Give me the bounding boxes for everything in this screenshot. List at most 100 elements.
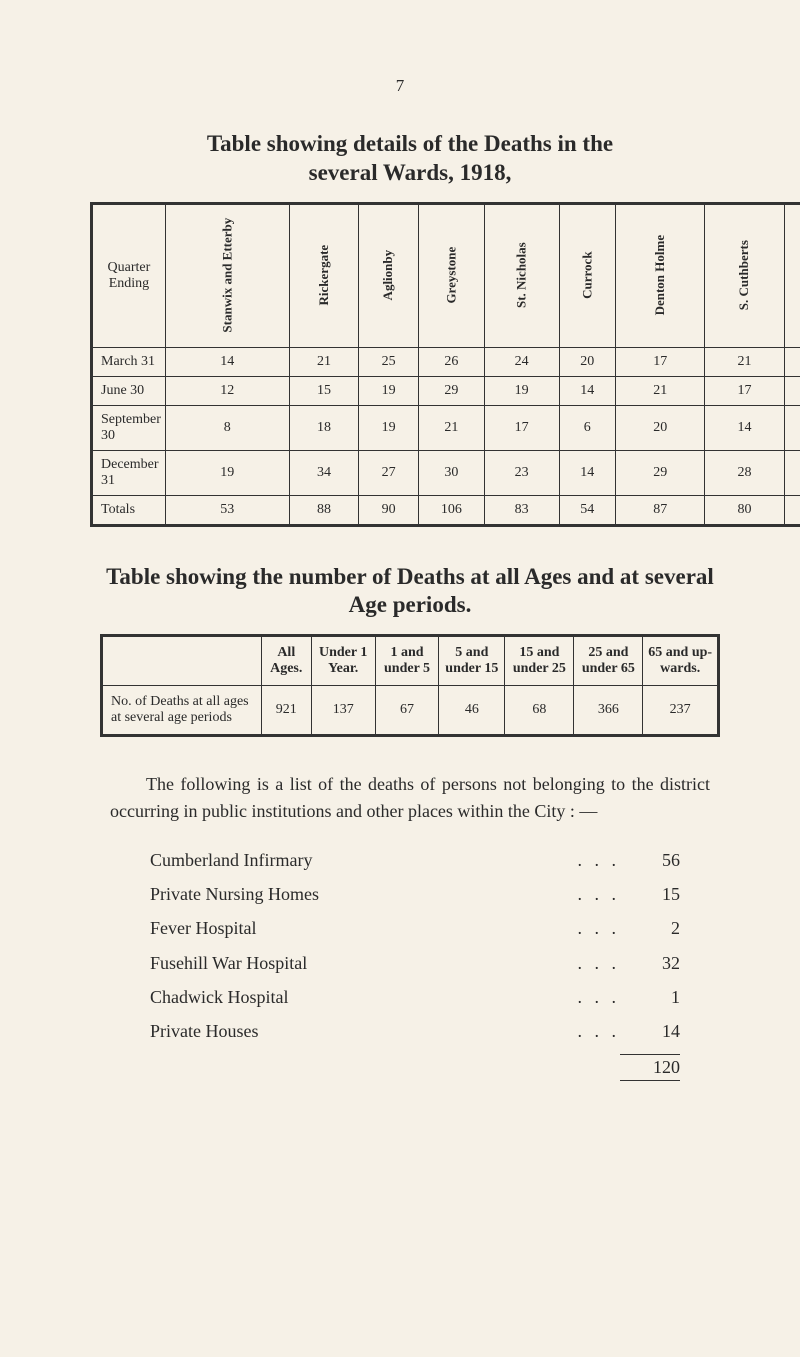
list-item: Fever Hospital . . . 2 xyxy=(150,911,680,945)
cell: 237 xyxy=(643,686,719,736)
page-number: 7 xyxy=(396,76,405,96)
list-item: Chadwick Hospital . . . 1 xyxy=(150,980,680,1014)
list-item: Private Nursing Homes . . . 15 xyxy=(150,877,680,911)
row-label: June 30 xyxy=(92,376,166,405)
cell: 34 xyxy=(289,450,359,495)
table2-heading: Table showing the number of Deaths at al… xyxy=(90,563,730,621)
col-currock: Currock xyxy=(559,203,615,347)
col-greystone: Greystone xyxy=(418,203,484,347)
cell: 19 xyxy=(359,376,419,405)
cell: 33 xyxy=(784,347,800,376)
cell: 14 xyxy=(705,405,784,450)
heading2-line1: Table showing the number of Deaths at al… xyxy=(106,564,519,589)
cell: 14 xyxy=(559,376,615,405)
cell: 18 xyxy=(289,405,359,450)
cell: 921 xyxy=(262,686,312,736)
dots: . . . xyxy=(568,877,631,911)
col-cuthberts: S. Cuthberts xyxy=(705,203,784,347)
totals-row: Totals 53 88 90 106 83 54 87 80 84 196 9… xyxy=(92,495,800,525)
col-all-ages: All Ages. xyxy=(262,636,312,686)
list-value: 1 xyxy=(630,980,680,1014)
list-item: Cumberland Infirmary . . . 56 xyxy=(150,843,680,877)
col-65-up: 65 and up-wards. xyxy=(643,636,719,686)
cell: 88 xyxy=(289,495,359,525)
col-25-65: 25 and under 65 xyxy=(574,636,643,686)
cell: 21 xyxy=(289,347,359,376)
list-value: 15 xyxy=(630,877,680,911)
dots: . . . xyxy=(568,911,631,945)
cell: 27 xyxy=(359,450,419,495)
list-label: Fusehill War Hospital xyxy=(150,946,568,980)
col-under-1: Under 1 Year. xyxy=(311,636,375,686)
list-value: 14 xyxy=(630,1014,680,1048)
list-label: Fever Hospital xyxy=(150,911,568,945)
col-st-nicholas: St. Nicholas xyxy=(484,203,559,347)
cell: 80 xyxy=(705,495,784,525)
list-value: 56 xyxy=(630,843,680,877)
total-rule-bottom xyxy=(620,1080,680,1081)
cell: 20 xyxy=(559,347,615,376)
cell: 14 xyxy=(165,347,289,376)
cell: 67 xyxy=(375,686,438,736)
cell: 68 xyxy=(505,686,574,736)
table1-heading: Table showing details of the Deaths in t… xyxy=(90,130,730,188)
cell: 90 xyxy=(359,495,419,525)
dots: . . . xyxy=(568,843,631,877)
table-row: September 30 8 18 19 21 17 6 20 14 14 41… xyxy=(92,405,800,450)
totals-label: Totals xyxy=(92,495,166,525)
cell: 53 xyxy=(165,495,289,525)
total-rule-top xyxy=(620,1054,680,1055)
heading-line2: several Wards, 1918, xyxy=(90,159,730,188)
col-stanwix: Stanwix and Etterby xyxy=(165,203,289,347)
cell: 17 xyxy=(484,405,559,450)
table-row: March 31 14 21 25 26 24 20 17 21 33 48 2… xyxy=(92,347,800,376)
dots: . . . xyxy=(568,980,631,1014)
page: 7 Table showing details of the Deaths in… xyxy=(0,0,800,1357)
cell: 21 xyxy=(615,376,705,405)
cell: 29 xyxy=(615,450,705,495)
table-row: December 31 19 34 27 30 23 14 29 28 26 6… xyxy=(92,450,800,495)
cell: 28 xyxy=(705,450,784,495)
row-label: March 31 xyxy=(92,347,166,376)
cell: 26 xyxy=(784,450,800,495)
cell: 46 xyxy=(439,686,505,736)
table-row: June 30 12 15 19 29 19 14 21 17 11 40 19… xyxy=(92,376,800,405)
col-1-5: 1 and under 5 xyxy=(375,636,438,686)
cell: 84 xyxy=(784,495,800,525)
col-5-15: 5 and under 15 xyxy=(439,636,505,686)
cell: 19 xyxy=(165,450,289,495)
col-caldewgate: Caldewgate xyxy=(784,203,800,347)
dots: . . . xyxy=(568,946,631,980)
col-15-25: 15 and under 25 xyxy=(505,636,574,686)
cell: 29 xyxy=(418,376,484,405)
cell: 11 xyxy=(784,376,800,405)
list-value: 32 xyxy=(630,946,680,980)
row-label: No. of Deaths at all ages at several age… xyxy=(102,686,262,736)
deaths-by-age-table: All Ages. Under 1 Year. 1 and under 5 5 … xyxy=(100,634,720,737)
cell: 17 xyxy=(615,347,705,376)
cell: 26 xyxy=(418,347,484,376)
cell: 30 xyxy=(418,450,484,495)
cell: 17 xyxy=(705,376,784,405)
cell: 83 xyxy=(484,495,559,525)
cell: 24 xyxy=(484,347,559,376)
cell: 87 xyxy=(615,495,705,525)
quarter-heading: Quarter Ending xyxy=(92,203,166,347)
intro-paragraph: The following is a list of the deaths of… xyxy=(110,771,710,825)
cell: 106 xyxy=(418,495,484,525)
heading-line1: Table showing details of the Deaths in t… xyxy=(207,131,613,156)
cell: 23 xyxy=(484,450,559,495)
cell: 14 xyxy=(784,405,800,450)
cell: 20 xyxy=(615,405,705,450)
row-label: September 30 xyxy=(92,405,166,450)
cell: 19 xyxy=(484,376,559,405)
list-total: 120 xyxy=(90,1055,680,1078)
blank-header xyxy=(102,636,262,686)
cell: 21 xyxy=(418,405,484,450)
row-label: December 31 xyxy=(92,450,166,495)
list-label: Private Houses xyxy=(150,1014,568,1048)
dots: . . . xyxy=(568,1014,631,1048)
cell: 6 xyxy=(559,405,615,450)
cell: 21 xyxy=(705,347,784,376)
cell: 137 xyxy=(311,686,375,736)
